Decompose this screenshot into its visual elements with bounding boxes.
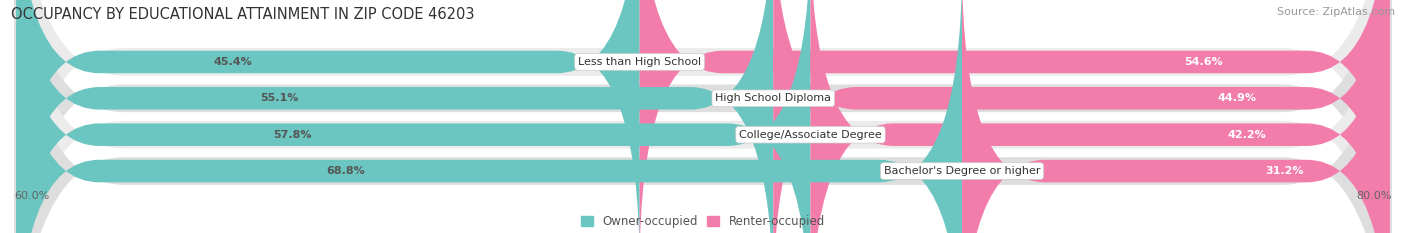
Text: Less than High School: Less than High School [578, 57, 702, 67]
Text: 55.1%: 55.1% [260, 93, 299, 103]
FancyBboxPatch shape [962, 0, 1389, 233]
Text: High School Diploma: High School Diploma [716, 93, 831, 103]
FancyBboxPatch shape [14, 0, 1392, 233]
Text: Source: ZipAtlas.com: Source: ZipAtlas.com [1277, 7, 1395, 17]
Text: OCCUPANCY BY EDUCATIONAL ATTAINMENT IN ZIP CODE 46203: OCCUPANCY BY EDUCATIONAL ATTAINMENT IN Z… [11, 7, 475, 22]
FancyBboxPatch shape [17, 0, 773, 233]
Text: 60.0%: 60.0% [14, 191, 49, 201]
FancyBboxPatch shape [810, 0, 1389, 233]
FancyBboxPatch shape [17, 0, 962, 233]
Text: 57.8%: 57.8% [274, 130, 312, 140]
Text: 68.8%: 68.8% [326, 166, 366, 176]
Text: Bachelor's Degree or higher: Bachelor's Degree or higher [884, 166, 1040, 176]
FancyBboxPatch shape [17, 0, 640, 233]
Text: 80.0%: 80.0% [1357, 191, 1392, 201]
Text: 31.2%: 31.2% [1265, 166, 1303, 176]
Text: 44.9%: 44.9% [1218, 93, 1257, 103]
Text: 45.4%: 45.4% [214, 57, 253, 67]
FancyBboxPatch shape [14, 0, 1392, 233]
Text: 54.6%: 54.6% [1184, 57, 1223, 67]
Text: 42.2%: 42.2% [1227, 130, 1265, 140]
FancyBboxPatch shape [14, 0, 1392, 233]
Legend: Owner-occupied, Renter-occupied: Owner-occupied, Renter-occupied [576, 210, 830, 233]
Text: College/Associate Degree: College/Associate Degree [740, 130, 882, 140]
FancyBboxPatch shape [14, 0, 1392, 233]
FancyBboxPatch shape [17, 0, 810, 233]
FancyBboxPatch shape [640, 0, 1389, 233]
FancyBboxPatch shape [773, 0, 1389, 233]
